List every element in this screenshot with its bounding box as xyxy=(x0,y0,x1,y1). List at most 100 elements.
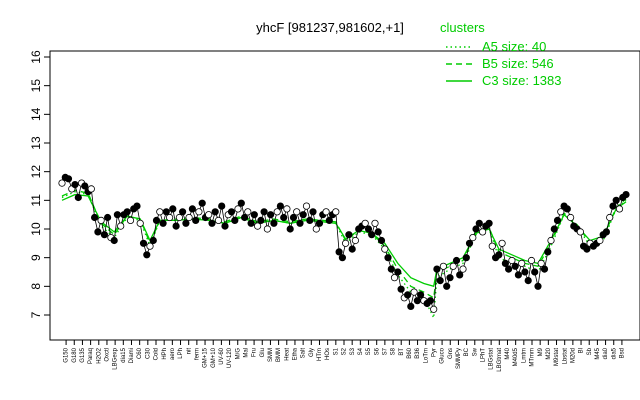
x-tick-label: H2O2 xyxy=(96,347,102,363)
data-point xyxy=(241,213,249,222)
x-tick-label: UV-120 xyxy=(227,347,233,368)
data-point xyxy=(136,219,144,227)
x-tick-label: BT xyxy=(399,348,405,356)
x-tick-label: M20 xyxy=(546,347,552,359)
x-tick-label: Oxctl xyxy=(105,348,111,362)
data-point xyxy=(508,256,516,265)
data-point xyxy=(403,291,412,299)
data-point xyxy=(609,202,617,210)
data-point xyxy=(266,211,275,219)
x-tick-label: dia0 xyxy=(603,347,609,359)
data-point xyxy=(146,242,154,250)
data-point xyxy=(123,208,131,216)
data-point xyxy=(237,199,245,207)
data-point xyxy=(390,274,399,282)
x-tick-label: M40d5 xyxy=(513,347,519,366)
x-tick-label: G150 xyxy=(64,347,70,362)
x-tick-label: Lbstat xyxy=(562,348,568,365)
x-tick-label: B60 xyxy=(407,347,413,358)
data-point xyxy=(280,213,288,222)
data-point xyxy=(263,225,271,233)
x-tick-label: M20d xyxy=(570,348,576,363)
data-point xyxy=(198,199,206,207)
data-point xyxy=(583,245,591,253)
y-tick-label: 13 xyxy=(29,136,43,150)
chart-title: yhcF [981237,981602,+1] xyxy=(256,20,404,35)
data-point xyxy=(488,242,496,250)
x-tick-label: nit xyxy=(186,348,192,355)
data-point xyxy=(218,202,226,210)
data-point xyxy=(139,239,148,247)
data-point xyxy=(182,219,190,227)
legend-label-c3: C3 size: 1383 xyxy=(482,73,562,88)
data-point xyxy=(534,282,542,290)
data-point xyxy=(100,231,109,239)
data-point xyxy=(156,208,164,216)
y-tick-label: 16 xyxy=(29,50,43,64)
x-tick-label: Pyr xyxy=(431,348,437,357)
x-tick-label: M9 xyxy=(538,347,544,356)
x-tick-label: Diami xyxy=(129,348,135,363)
y-tick-label: 10 xyxy=(29,222,43,236)
data-point xyxy=(345,231,353,239)
data-point xyxy=(596,236,604,245)
data-point xyxy=(436,276,444,285)
data-point xyxy=(257,216,265,224)
x-tick-label: S6 xyxy=(374,347,380,355)
data-point xyxy=(531,268,539,276)
data-point xyxy=(563,205,571,213)
data-point xyxy=(469,234,477,242)
data-point xyxy=(498,239,506,247)
y-tick-label: 7 xyxy=(29,311,43,318)
legend-label-b5: B5 size: 546 xyxy=(482,56,554,71)
x-tick-label: S5 xyxy=(366,347,372,355)
data-point xyxy=(113,211,122,219)
legend-title: clusters xyxy=(440,20,485,35)
data-point xyxy=(537,259,545,267)
data-point xyxy=(413,297,421,305)
data-point xyxy=(504,265,513,273)
data-point xyxy=(325,216,333,224)
x-tick-label: Mal xyxy=(243,348,249,358)
data-point xyxy=(407,302,415,310)
data-point xyxy=(521,268,529,276)
data-point xyxy=(514,271,523,279)
data-point xyxy=(270,219,278,227)
data-point xyxy=(478,228,487,236)
data-point xyxy=(553,216,562,224)
x-tick-label: SMMPy xyxy=(456,348,462,369)
data-point xyxy=(152,216,161,224)
data-point xyxy=(276,202,284,210)
x-tick-label: Glu xyxy=(260,348,266,357)
data-point xyxy=(511,262,519,270)
data-point xyxy=(81,182,89,190)
data-point xyxy=(87,185,95,193)
x-tick-label: UV-60 xyxy=(219,347,225,364)
x-tick-label: LBGtmat xyxy=(497,348,503,372)
x-tick-label: Gns xyxy=(448,348,454,359)
data-point xyxy=(465,239,474,247)
data-point xyxy=(439,262,447,270)
x-tick-label: BC xyxy=(464,347,470,356)
data-point xyxy=(192,216,200,224)
x-tick-label: dia5 xyxy=(611,347,617,359)
data-point xyxy=(368,231,376,239)
data-point xyxy=(71,181,79,189)
data-point xyxy=(410,288,418,296)
data-point xyxy=(433,265,441,273)
x-tick-label: ferm xyxy=(194,348,200,360)
x-tick-label: Bl xyxy=(579,348,585,353)
data-point xyxy=(227,208,236,216)
data-point xyxy=(566,213,575,222)
data-point xyxy=(394,268,402,276)
x-tick-label: S4 xyxy=(358,347,364,355)
x-tick-label: S7 xyxy=(382,347,388,355)
x-tick-label: Fru xyxy=(252,348,258,357)
data-point xyxy=(110,236,118,245)
data-point xyxy=(58,179,66,187)
data-point xyxy=(527,256,536,265)
x-tick-label: C30 xyxy=(145,347,151,359)
data-point xyxy=(315,219,324,227)
data-points xyxy=(58,173,630,313)
x-tick-label: M40 xyxy=(505,347,511,359)
